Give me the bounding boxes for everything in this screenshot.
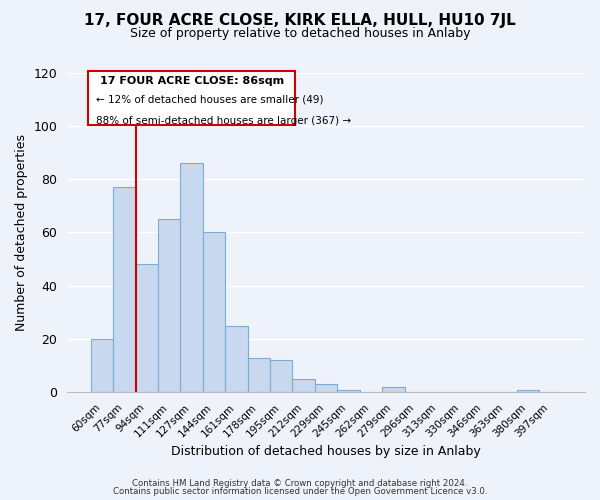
Bar — [113, 187, 136, 392]
Bar — [136, 264, 158, 392]
Bar — [203, 232, 225, 392]
Text: 17, FOUR ACRE CLOSE, KIRK ELLA, HULL, HU10 7JL: 17, FOUR ACRE CLOSE, KIRK ELLA, HULL, HU… — [84, 12, 516, 28]
Y-axis label: Number of detached properties: Number of detached properties — [15, 134, 28, 331]
Bar — [382, 387, 404, 392]
X-axis label: Distribution of detached houses by size in Anlaby: Distribution of detached houses by size … — [171, 444, 481, 458]
Bar — [315, 384, 337, 392]
Text: Contains HM Land Registry data © Crown copyright and database right 2024.: Contains HM Land Registry data © Crown c… — [132, 478, 468, 488]
Bar — [248, 358, 270, 392]
Text: 17 FOUR ACRE CLOSE: 86sqm: 17 FOUR ACRE CLOSE: 86sqm — [100, 76, 284, 86]
Bar — [91, 339, 113, 392]
Bar — [337, 390, 360, 392]
Text: Size of property relative to detached houses in Anlaby: Size of property relative to detached ho… — [130, 28, 470, 40]
Text: Contains public sector information licensed under the Open Government Licence v3: Contains public sector information licen… — [113, 487, 487, 496]
Bar — [270, 360, 292, 392]
Text: 88% of semi-detached houses are larger (367) →: 88% of semi-detached houses are larger (… — [96, 116, 351, 126]
Text: ← 12% of detached houses are smaller (49): ← 12% of detached houses are smaller (49… — [96, 95, 323, 105]
Bar — [158, 219, 181, 392]
Bar — [181, 163, 203, 392]
Bar — [225, 326, 248, 392]
FancyBboxPatch shape — [88, 71, 295, 124]
Bar — [292, 379, 315, 392]
Bar — [517, 390, 539, 392]
